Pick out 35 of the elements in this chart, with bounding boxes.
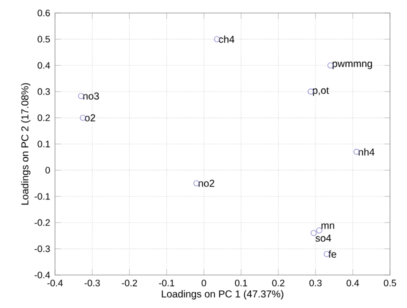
annotation: ch4	[218, 36, 234, 43]
x-tick-label: -0.3	[84, 280, 100, 286]
y-tick-label: 0.4	[38, 62, 50, 69]
annotation: mn	[322, 223, 334, 229]
x-tick-label: 0.4	[346, 280, 359, 286]
annotation: nh4	[358, 148, 374, 156]
x-tick-label: -0.1	[159, 280, 174, 286]
annotation: p,ot	[312, 87, 329, 96]
x-tick-label: 0.1	[234, 280, 248, 286]
y-tick-label: -0.2	[34, 219, 50, 226]
x-tick-label: -0.2	[122, 280, 138, 286]
y-axis-title: Loadings on PC 2 (17.08%)	[21, 83, 30, 205]
point	[310, 230, 317, 236]
x-tick-label: 0.5	[384, 280, 396, 286]
x-tick-label: 0	[202, 280, 206, 286]
point	[316, 228, 322, 234]
x-tick-label: -0.4	[47, 280, 63, 286]
annotation: fe	[328, 250, 336, 258]
x-tick-label: 0.3	[309, 280, 322, 286]
y-tick-label: -0.3	[34, 246, 50, 252]
annotation: pwmmng	[332, 62, 372, 70]
y-tick-label: -0.1	[34, 193, 50, 200]
annotation: no3	[83, 92, 99, 100]
y-tick-label: 0	[45, 166, 50, 174]
x-tick-label: 0.2	[272, 280, 284, 286]
annotation: o2	[84, 114, 96, 122]
y-tick-label: 0.2	[38, 114, 50, 122]
y-tick-label: 0.1	[38, 140, 50, 148]
x-axis-title: Loadings on PC 1 (47.37%)	[162, 290, 284, 300]
annotation: no2	[198, 180, 214, 187]
annotation: so4	[316, 234, 332, 242]
y-tick-label: -0.4	[34, 272, 50, 278]
y-tick-label: 0.6	[38, 10, 50, 16]
y-tick-label: 0.3	[38, 88, 50, 95]
y-tick-label: 0.5	[38, 36, 50, 42]
